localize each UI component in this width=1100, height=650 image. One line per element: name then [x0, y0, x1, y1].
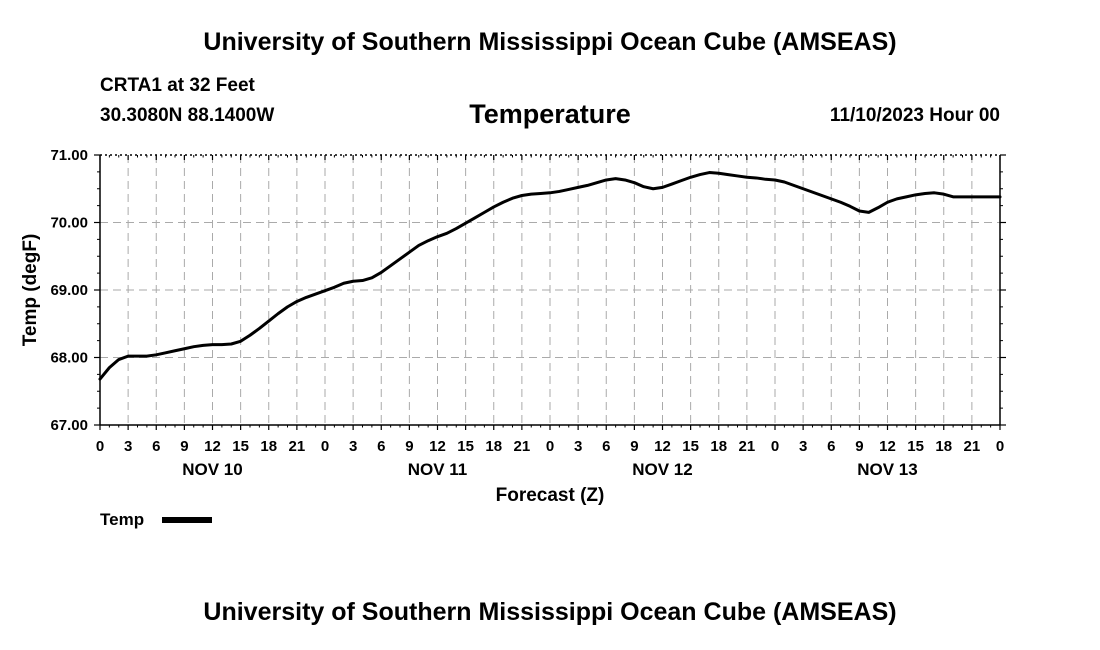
y-tick-label: 70.00: [50, 215, 88, 232]
x-tick-label: 0: [321, 438, 329, 455]
x-tick-label: 12: [429, 438, 446, 455]
x-tick-label: 6: [152, 438, 160, 455]
x-tick-label: 3: [799, 438, 807, 455]
x-tick-label: 0: [96, 438, 104, 455]
x-tick-label: 21: [739, 438, 756, 455]
x-tick-label: 3: [349, 438, 357, 455]
page-title: University of Southern Mississippi Ocean…: [203, 28, 897, 56]
x-tick-label: 12: [879, 438, 896, 455]
y-tick-label: 71.00: [50, 147, 88, 164]
y-tick-label: 69.00: [50, 282, 88, 299]
footer-title: University of Southern Mississippi Ocean…: [203, 598, 897, 626]
x-tick-label: 6: [377, 438, 385, 455]
x-tick-label: 3: [574, 438, 582, 455]
station-label: CRTA1 at 32 Feet: [100, 75, 255, 96]
x-tick-label: 21: [289, 438, 306, 455]
x-tick-label: 15: [232, 438, 249, 455]
x-tick-label: 15: [457, 438, 474, 455]
x-tick-label: 3: [124, 438, 132, 455]
x-day-label: NOV 13: [857, 460, 917, 479]
station-coordinates: 30.3080N 88.1400W: [100, 105, 275, 126]
x-tick-label: 6: [827, 438, 835, 455]
x-tick-label: 6: [602, 438, 610, 455]
x-tick-label: 18: [710, 438, 727, 455]
y-axis-label: Temp (degF): [20, 234, 41, 347]
forecast-run-time: 11/10/2023 Hour 00: [829, 105, 1000, 126]
series-line-temp: [98, 171, 1002, 381]
y-tick-label: 68.00: [50, 350, 88, 367]
x-tick-label: 18: [485, 438, 502, 455]
x-day-label: NOV 10: [182, 460, 242, 479]
x-tick-label: 12: [654, 438, 671, 455]
x-tick-label: 9: [630, 438, 638, 455]
x-tick-label: 15: [907, 438, 924, 455]
x-tick-label: 0: [546, 438, 554, 455]
x-tick-label: 9: [855, 438, 863, 455]
x-tick-label: 18: [935, 438, 952, 455]
x-tick-label: 15: [682, 438, 699, 455]
x-axis-label: Forecast (Z): [496, 485, 605, 506]
chart-title: Temperature: [469, 99, 631, 129]
x-day-label: NOV 11: [408, 460, 468, 479]
y-tick-label: 67.00: [50, 417, 88, 434]
x-tick-label: 0: [996, 438, 1004, 455]
x-tick-label: 21: [964, 438, 981, 455]
legend-label: Temp: [100, 510, 144, 529]
x-tick-label: 0: [771, 438, 779, 455]
x-tick-label: 21: [514, 438, 531, 455]
x-tick-label: 9: [405, 438, 413, 455]
x-tick-label: 9: [180, 438, 188, 455]
x-tick-label: 12: [204, 438, 221, 455]
x-day-label: NOV 12: [632, 460, 692, 479]
x-tick-label: 18: [260, 438, 277, 455]
